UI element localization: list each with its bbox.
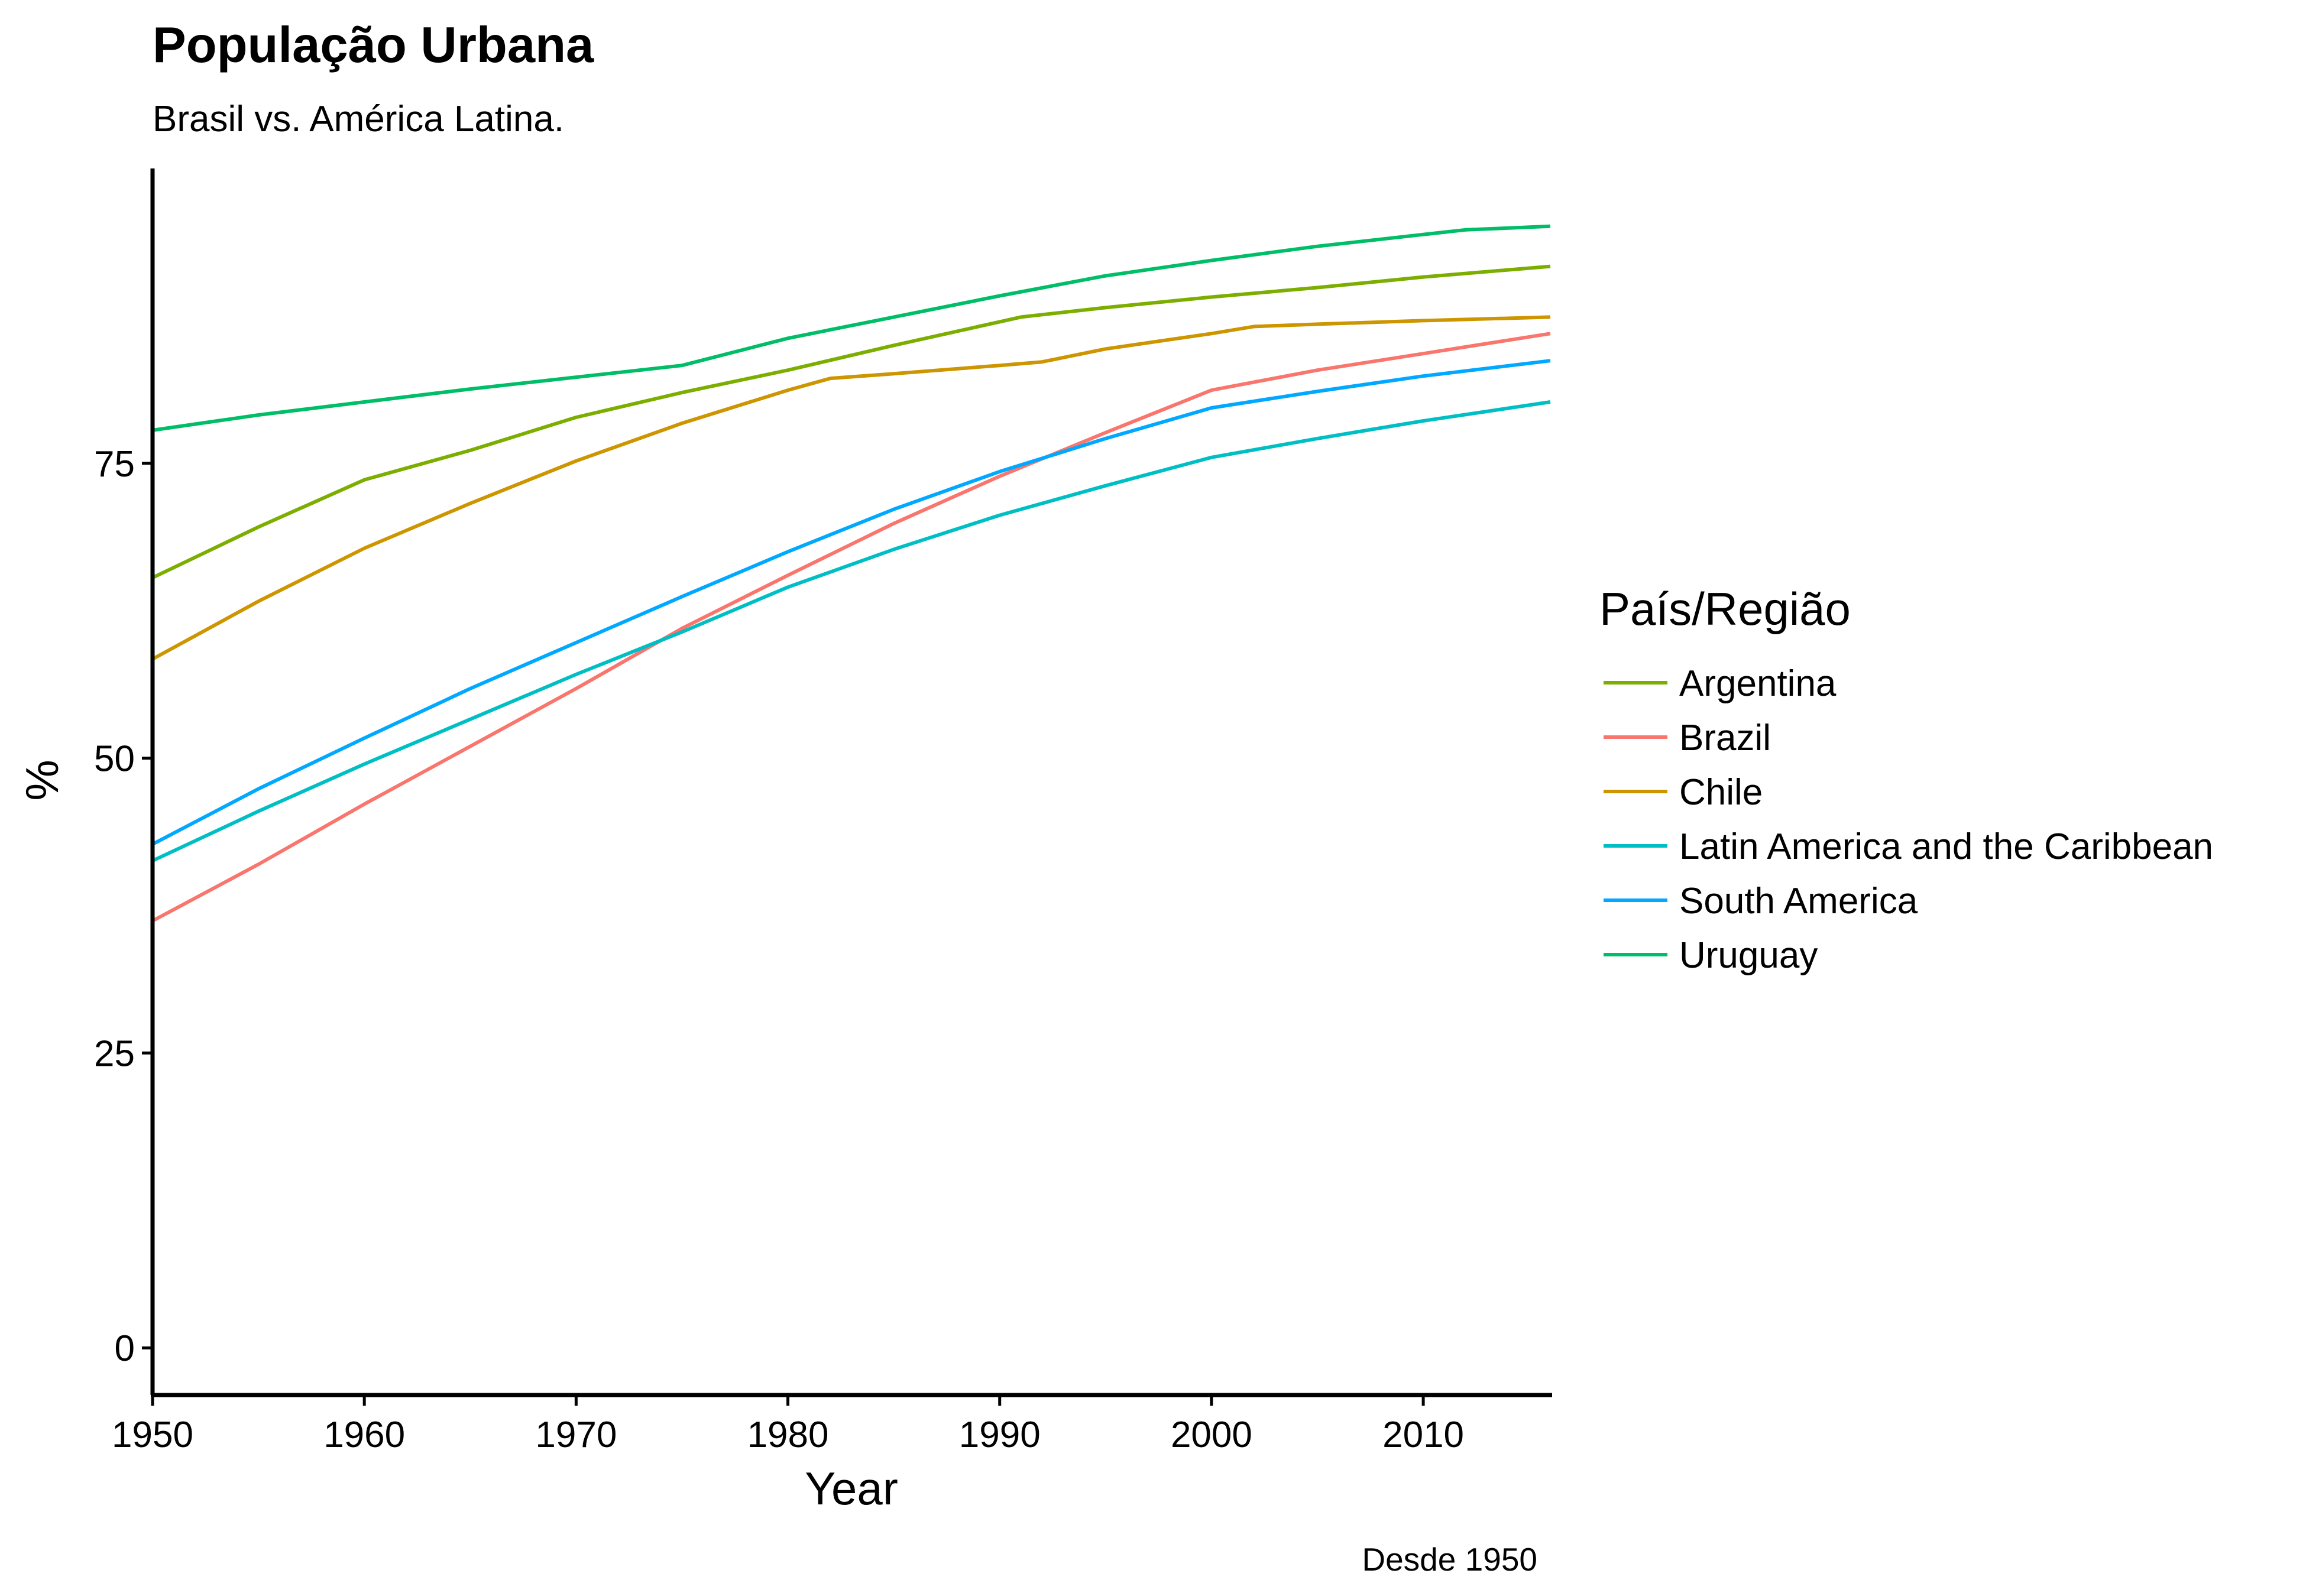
legend-item-chile: Chile (1604, 772, 1763, 813)
legend-item-south-america: South America (1604, 881, 1918, 922)
legend-label-latin-america-and-the-caribbean: Latin America and the Caribbean (1679, 826, 2213, 867)
x-tick-label: 1990 (959, 1415, 1041, 1455)
y-axis-ticks: 0 25 50 75 (94, 444, 153, 1369)
x-tick-label: 1970 (535, 1415, 617, 1455)
legend-item-argentina: Argentina (1604, 663, 1837, 704)
legend-title: País/Região (1599, 583, 1851, 635)
series-line-latin-america-and-the-caribbean (151, 400, 1551, 862)
chart-subtitle: Brasil vs. América Latina. (153, 99, 564, 140)
y-tick-label: 0 (115, 1328, 135, 1369)
x-tick-label: 2000 (1171, 1415, 1252, 1455)
x-tick-label: 1950 (112, 1415, 193, 1455)
series-line-south-america (151, 359, 1551, 846)
series-line-uruguay (152, 224, 1551, 432)
y-tick-label: 25 (94, 1033, 135, 1074)
y-axis: 0 25 50 75 (94, 168, 155, 1395)
x-tick-label: 1960 (323, 1415, 405, 1455)
chart-caption: Desde 1950 (1362, 1541, 1537, 1578)
series-line-brazil (151, 332, 1551, 923)
legend-items: Argentina Brazil Chile Latin America and th… (1604, 663, 2213, 976)
legend-item-brazil: Brazil (1604, 718, 1771, 758)
x-axis-ticks: 1950 1960 1970 1980 1990 2000 2010 (112, 1395, 1464, 1455)
series-line-argentina (151, 264, 1551, 580)
x-tick-label: 2010 (1382, 1415, 1464, 1455)
y-axis-title: % (16, 760, 68, 800)
series-lines (151, 224, 1551, 923)
legend-label-uruguay: Uruguay (1679, 935, 1818, 976)
legend-label-brazil: Brazil (1679, 718, 1771, 758)
y-tick-label: 50 (94, 739, 135, 780)
legend-item-latin-america-and-the-caribbean: Latin America and the Caribbean (1604, 826, 2213, 867)
legend: País/Região Argentina Brazil Chile Latin Am… (1599, 583, 2213, 976)
x-axis-title: Year (805, 1462, 898, 1514)
legend-item-uruguay: Uruguay (1604, 935, 1818, 976)
series-line-chile (151, 315, 1551, 661)
legend-label-argentina: Argentina (1679, 663, 1837, 704)
x-axis: 1950 1960 1970 1980 1990 2000 2010 (112, 1393, 1552, 1455)
legend-label-chile: Chile (1679, 772, 1763, 813)
legend-label-south-america: South America (1679, 881, 1918, 922)
y-tick-label: 75 (94, 444, 135, 485)
x-tick-label: 1980 (747, 1415, 829, 1455)
chart-title: População Urbana (153, 17, 594, 73)
